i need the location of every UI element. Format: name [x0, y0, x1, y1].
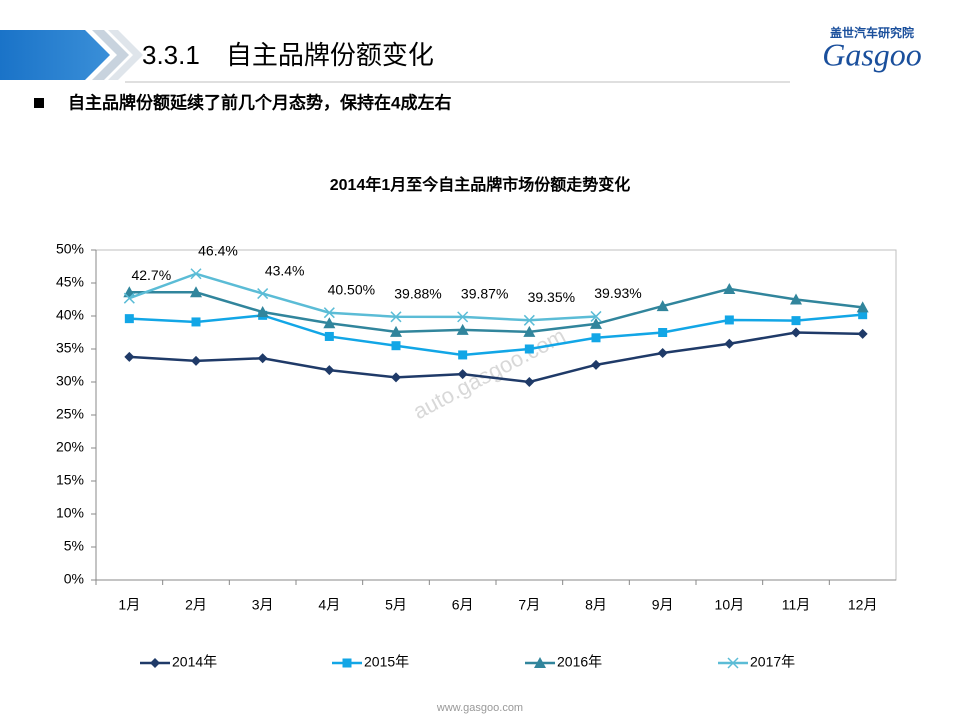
legend-label: 2016年: [557, 654, 602, 670]
data-point: [256, 306, 269, 318]
y-tick-label: 30%: [56, 373, 84, 389]
data-point: [591, 359, 601, 370]
data-point: [857, 328, 868, 339]
logo-en: Gasgoo: [822, 36, 922, 72]
y-tick-label: 25%: [56, 406, 84, 422]
legend-marker: [150, 658, 160, 668]
legend-marker: [727, 657, 739, 669]
data-label: 43.4%: [265, 262, 305, 278]
series-line: [129, 313, 863, 357]
series-line: [129, 287, 863, 334]
y-tick-label: 5%: [64, 538, 84, 554]
data-point: [324, 365, 335, 376]
data-point: [790, 293, 802, 305]
legend-label: 2015年: [364, 654, 409, 670]
data-point: [591, 333, 601, 343]
data-point: [458, 350, 468, 360]
y-tick-label: 50%: [56, 241, 84, 257]
bullet-text: 自主品牌份额延续了前几个月态势，保持在4成左右: [68, 92, 451, 112]
data-point: [724, 315, 734, 325]
data-label: 42.7%: [131, 267, 171, 283]
data-point: [590, 317, 602, 329]
data-point: [657, 347, 668, 358]
x-tick-label: 5月: [385, 597, 407, 613]
data-point: [658, 328, 668, 337]
data-point: [323, 317, 336, 329]
data-label: 39.35%: [528, 289, 575, 305]
data-point: [523, 325, 536, 337]
data-point: [858, 310, 868, 320]
x-tick-label: 1月: [118, 597, 140, 613]
data-point: [724, 338, 735, 349]
series-line: [129, 331, 863, 384]
legend-marker: [534, 657, 546, 668]
data-point: [323, 307, 335, 319]
data-point: [257, 288, 269, 300]
data-point: [791, 316, 801, 326]
x-tick-label: 6月: [452, 597, 474, 613]
y-tick-label: 40%: [56, 307, 84, 323]
x-tick-label: 3月: [252, 597, 274, 613]
data-label: 40.50%: [328, 281, 375, 297]
chart-title: 2014年1月至今自主品牌市场份额走势变化: [330, 175, 631, 194]
series-line: [128, 272, 597, 322]
data-point: [190, 268, 202, 280]
legend-marker: [342, 658, 352, 668]
data-point: [124, 314, 134, 324]
data-label: 46.4%: [198, 242, 238, 258]
data-point: [656, 300, 669, 312]
data-point: [390, 311, 402, 323]
data-point: [324, 331, 334, 341]
y-tick-label: 15%: [56, 472, 84, 488]
data-point: [257, 353, 268, 364]
page-title: 3.3.1 自主品牌份额变化: [142, 40, 434, 70]
x-tick-label: 7月: [518, 597, 540, 613]
data-point: [391, 372, 401, 383]
data-point: [191, 355, 201, 366]
x-tick-label: 8月: [585, 597, 607, 613]
x-tick-label: 12月: [848, 597, 878, 613]
y-tick-label: 20%: [56, 439, 84, 455]
data-label: 39.88%: [394, 285, 441, 301]
data-point: [791, 327, 801, 338]
data-point: [524, 344, 534, 354]
data-point: [391, 341, 401, 351]
data-point: [456, 323, 469, 335]
data-point: [524, 377, 535, 387]
y-tick-label: 35%: [56, 340, 84, 356]
data-label: 39.87%: [461, 286, 508, 302]
logo-cn: 盖世汽车研究院: [830, 25, 914, 40]
chevron: [108, 30, 143, 80]
data-point: [523, 314, 535, 326]
watermark: auto.gasgoo.com: [409, 323, 570, 424]
y-tick-label: 0%: [64, 571, 84, 587]
data-point: [457, 311, 469, 323]
data-point: [191, 317, 201, 327]
y-tick-label: 45%: [56, 274, 84, 290]
x-tick-label: 4月: [318, 597, 340, 613]
legend-label: 2014年: [172, 654, 217, 670]
data-point: [190, 286, 202, 298]
header-band: [0, 30, 110, 80]
x-tick-label: 11月: [782, 597, 811, 613]
bullet-mark: [34, 98, 44, 108]
y-tick-label: 10%: [56, 505, 84, 521]
legend-label: 2017年: [750, 654, 795, 670]
data-point: [723, 282, 736, 294]
data-label: 39.93%: [594, 285, 641, 301]
x-tick-label: 10月: [715, 597, 745, 613]
data-point: [390, 325, 402, 337]
data-point: [856, 301, 869, 313]
data-point: [457, 369, 468, 380]
data-point: [123, 292, 135, 304]
x-tick-label: 2月: [185, 597, 207, 613]
footer: www.gasgoo.com: [436, 702, 523, 714]
data-point: [590, 310, 602, 322]
x-tick-label: 9月: [652, 597, 674, 613]
data-point: [124, 351, 135, 362]
chevron: [92, 30, 129, 80]
